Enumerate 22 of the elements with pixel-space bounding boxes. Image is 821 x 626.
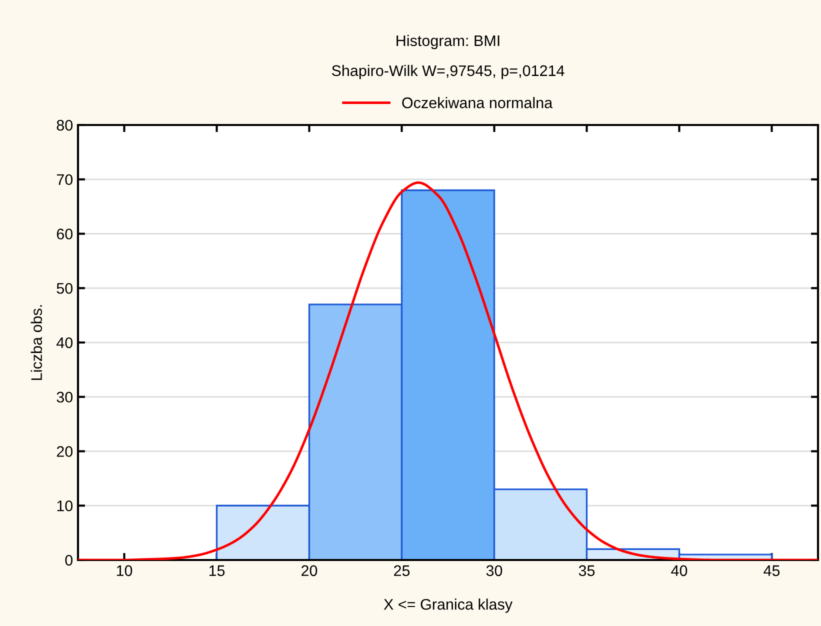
x-axis-title: X <= Granica klasy [384,598,513,613]
y-tick-label: 0 [65,554,73,566]
x-tick-label: 35 [578,565,595,576]
x-tick-label: 25 [394,565,410,576]
x-tick-label: 15 [209,565,225,576]
y-tick-label: 20 [56,446,73,457]
y-tick-label: 40 [56,337,73,348]
x-tick-label: 20 [302,565,318,576]
x-tick-label: 45 [764,565,780,576]
y-tick-label: 10 [57,500,73,512]
legend-label: Oczekiwana normalna [402,97,553,108]
x-tick-label: 10 [116,565,132,576]
y-tick-label: 70 [56,174,73,186]
y-tick-label: 50 [56,282,73,294]
chart-title: Histogram: BMI [396,34,500,50]
y-tick-label: 80 [56,120,73,131]
y-tick-label: 30 [56,392,73,403]
chart-subtitle: Shapiro-Wilk W=,97545, p=,01214 [332,64,564,80]
x-tick-label: 30 [486,565,502,576]
x-tick-label: 40 [671,565,688,576]
y-axis-title: Liczba obs. [30,305,42,380]
y-tick-label: 60 [56,228,73,240]
